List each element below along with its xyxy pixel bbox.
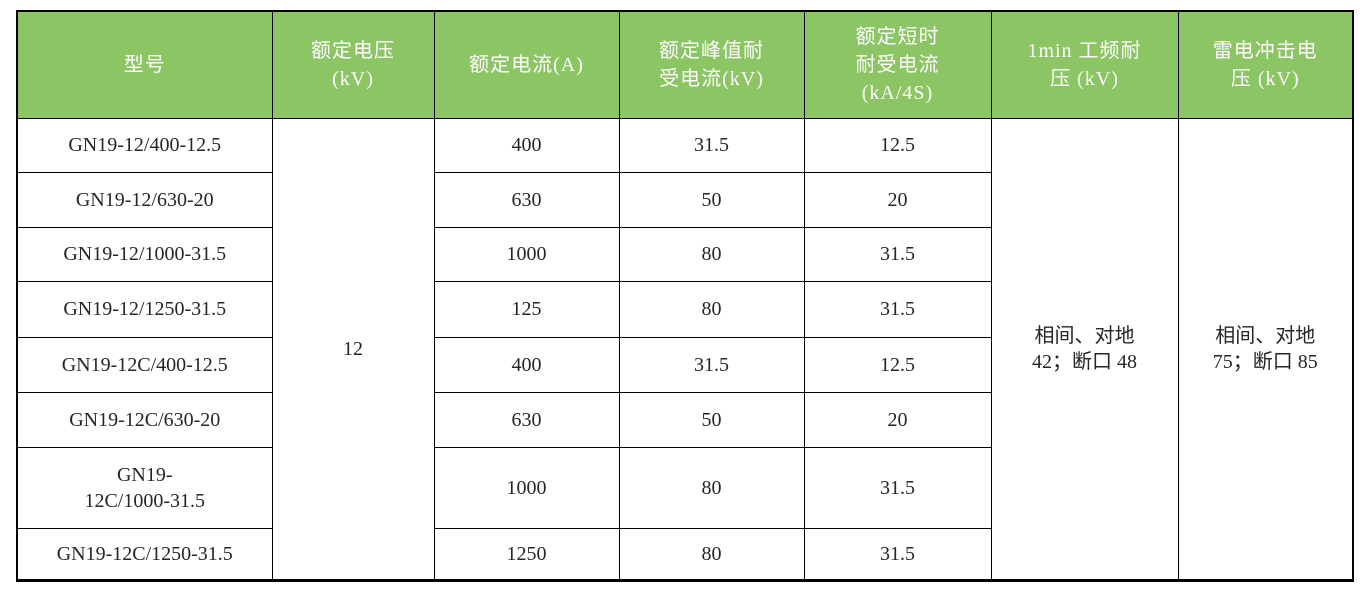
table-row: GN19-12C/400-12.5 400 31.5 12.5: [16, 336, 1353, 393]
current-cell: 1250: [433, 527, 620, 581]
table-row: GN19-12C/1250-31.5 1250 80 31.5: [16, 527, 1353, 581]
table-row: GN19-12/1000-31.5 1000 80 31.5: [16, 226, 1353, 282]
current-cell: 1000: [433, 446, 620, 529]
model-cell: GN19-12/400-12.5: [16, 117, 273, 173]
model-cell: GN19-12C/400-12.5: [16, 336, 273, 393]
peak-cell: 50: [618, 391, 805, 448]
spec-table-body: GN19-12/400-12.5 12 400 31.5 12.5 相间、对地 …: [16, 117, 1354, 581]
current-cell: 125: [433, 280, 620, 338]
model-cell: GN19-12C/630-20: [16, 391, 273, 448]
table-row: GN19-12/400-12.5 12 400 31.5 12.5 相间、对地 …: [16, 117, 1354, 581]
power-frequency-merged-cell: 相间、对地 42；断口 48: [990, 117, 1179, 581]
short-time-cell: 31.5: [803, 446, 992, 529]
header-short-time-withstand-current: 额定短时 耐受电流 (kA/4S): [803, 10, 992, 119]
table-row: GN19-12C/630-20 630 50 20: [16, 391, 1353, 448]
header-row: 型号 额定电压 (kV) 额定电流(A) 额定峰值耐 受电流(kV) 额定短时 …: [16, 10, 1354, 119]
short-time-cell: 12.5: [803, 336, 992, 393]
header-peak-withstand-current: 额定峰值耐 受电流(kV): [618, 10, 805, 119]
table-row: GN19- 12C/1000-31.5 1000 80 31.5: [16, 446, 1353, 529]
spec-table-header: 型号 额定电压 (kV) 额定电流(A) 额定峰值耐 受电流(kV) 额定短时 …: [16, 10, 1354, 119]
header-rated-current: 额定电流(A): [433, 10, 620, 119]
short-time-cell: 31.5: [803, 280, 992, 338]
short-time-cell: 12.5: [803, 117, 992, 173]
model-cell: GN19-12C/1250-31.5: [16, 527, 273, 581]
short-time-cell: 20: [803, 171, 992, 228]
peak-cell: 31.5: [618, 117, 805, 173]
current-cell: 400: [433, 336, 620, 393]
model-cell: GN19-12/1000-31.5: [16, 226, 273, 282]
peak-cell: 80: [618, 226, 805, 282]
peak-cell: 31.5: [618, 336, 805, 393]
table-row: GN19-12/630-20 630 50 20: [16, 171, 1353, 228]
peak-cell: 80: [618, 446, 805, 529]
header-power-frequency-withstand: 1min 工频耐 压 (kV): [990, 10, 1179, 119]
peak-cell: 80: [618, 280, 805, 338]
peak-cell: 50: [618, 171, 805, 228]
header-lightning-impulse: 雷电冲击电 压 (kV): [1177, 10, 1354, 119]
current-cell: 630: [433, 171, 620, 228]
short-time-cell: 31.5: [803, 527, 992, 581]
table-row: GN19-12/1250-31.5 125 80 31.5: [16, 280, 1353, 338]
spec-table: 型号 额定电压 (kV) 额定电流(A) 额定峰值耐 受电流(kV) 额定短时 …: [16, 10, 1354, 582]
peak-cell: 80: [618, 527, 805, 581]
rated-voltage-merged-cell: 12: [271, 117, 435, 581]
current-cell: 1000: [433, 226, 620, 282]
model-cell: GN19-12/1250-31.5: [16, 280, 273, 338]
header-rated-voltage: 额定电压 (kV): [271, 10, 435, 119]
lightning-impulse-merged-cell: 相间、对地 75；断口 85: [1177, 117, 1354, 581]
model-cell: GN19- 12C/1000-31.5: [16, 446, 273, 529]
model-cell: GN19-12/630-20: [16, 171, 273, 228]
current-cell: 400: [433, 117, 620, 173]
current-cell: 630: [433, 391, 620, 448]
short-time-cell: 31.5: [803, 226, 992, 282]
short-time-cell: 20: [803, 391, 992, 448]
header-model: 型号: [16, 10, 273, 119]
